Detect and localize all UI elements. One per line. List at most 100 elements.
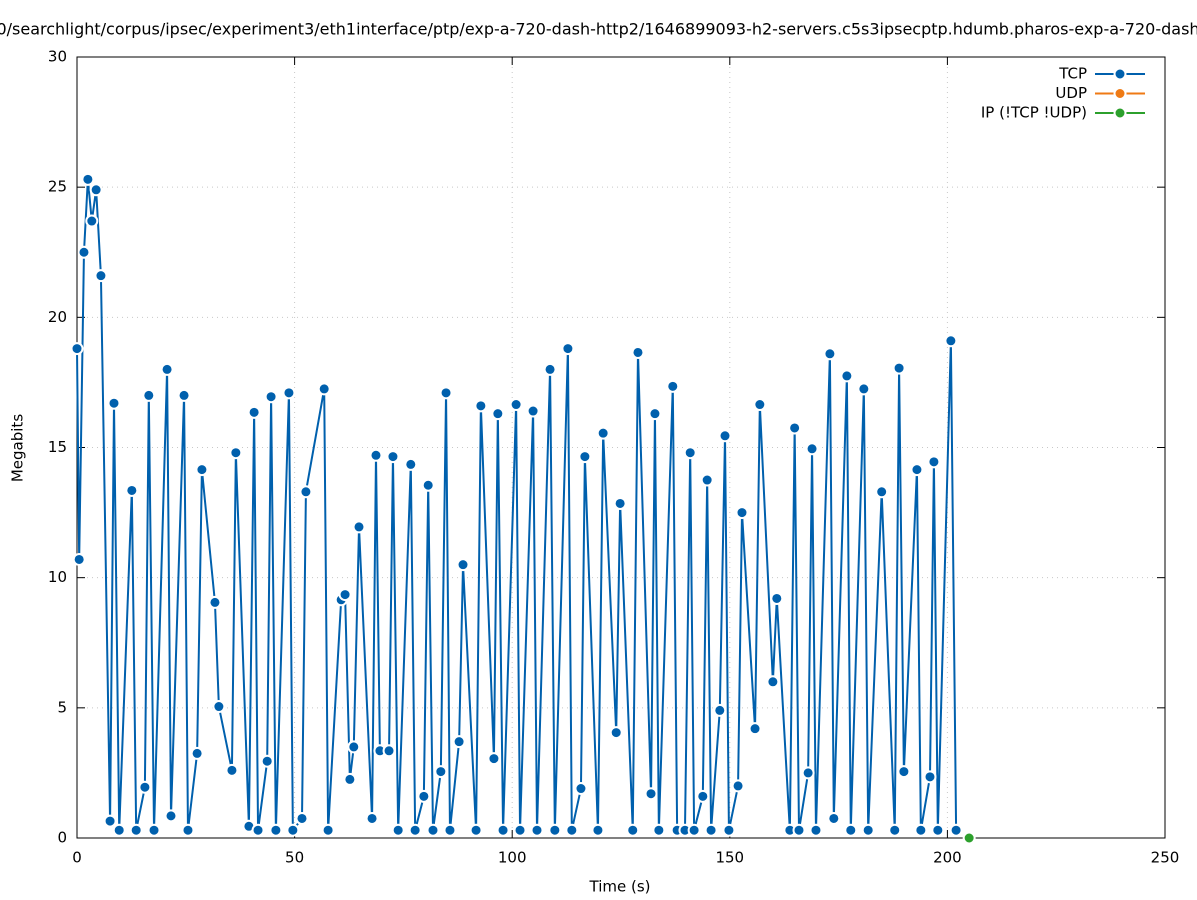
data-point (89, 183, 103, 197)
data-point (704, 823, 718, 837)
data-point (343, 772, 357, 786)
data-point (94, 269, 108, 283)
data-point (626, 823, 640, 837)
data-point (225, 763, 239, 777)
data-point (160, 362, 174, 376)
data-point (164, 809, 178, 823)
data-point (208, 595, 222, 609)
data-point (417, 789, 431, 803)
x-tick-label: 100 (498, 849, 527, 867)
data-point (596, 426, 610, 440)
data-point (299, 485, 313, 499)
data-point (700, 473, 714, 487)
data-point (229, 446, 243, 460)
data-point (944, 334, 958, 348)
data-point (962, 831, 976, 845)
data-point (247, 405, 261, 419)
y-tick-label: 25 (48, 178, 67, 196)
data-point (138, 780, 152, 794)
data-point (644, 787, 658, 801)
data-point (722, 823, 736, 837)
data-point (530, 823, 544, 837)
data-point (666, 379, 680, 393)
x-tick-label: 50 (285, 849, 304, 867)
data-point (129, 823, 143, 837)
data-point (914, 823, 928, 837)
y-tick-label: 0 (57, 829, 67, 847)
data-point (931, 823, 945, 837)
data-point (792, 823, 806, 837)
data-point (77, 245, 91, 259)
data-point (264, 390, 278, 404)
data-point (696, 789, 710, 803)
y-tick-label: 20 (48, 308, 67, 326)
legend-swatch (1113, 87, 1127, 100)
data-point (735, 506, 749, 520)
data-point (578, 450, 592, 464)
data-point (260, 754, 274, 768)
plot-border (76, 56, 1166, 839)
data-point (748, 722, 762, 736)
data-point (474, 399, 488, 413)
data-point (857, 382, 871, 396)
data-point (112, 823, 126, 837)
data-point (491, 407, 505, 421)
data-point (753, 398, 767, 412)
x-tick-label: 250 (1151, 849, 1180, 867)
data-point (369, 448, 383, 462)
y-tick-label: 30 (48, 48, 67, 66)
data-point (788, 421, 802, 435)
data-point (391, 823, 405, 837)
data-point (70, 342, 84, 356)
data-point (496, 823, 510, 837)
data-point (949, 823, 963, 837)
data-point (338, 588, 352, 602)
y-tick-label: 15 (48, 438, 67, 456)
data-point (827, 811, 841, 825)
data-point (801, 766, 815, 780)
data-point (295, 811, 309, 825)
data-point (147, 823, 161, 837)
data-point (404, 457, 418, 471)
data-point (731, 779, 745, 793)
x-tick-label: 150 (715, 849, 744, 867)
legend-label: UDP (1055, 84, 1087, 102)
data-point (352, 520, 366, 534)
data-point (251, 823, 265, 837)
data-point (434, 765, 448, 779)
data-point (181, 823, 195, 837)
data-point (840, 369, 854, 383)
series-line (76, 179, 958, 834)
x-tick-label: 200 (933, 849, 962, 867)
y-axis-label: Megabits (9, 414, 27, 482)
data-point (452, 735, 466, 749)
data-point (683, 446, 697, 460)
data-point (648, 407, 662, 421)
data-point (591, 823, 605, 837)
data-point (382, 744, 396, 758)
data-point (892, 361, 906, 375)
data-point (386, 450, 400, 464)
data-point (574, 782, 588, 796)
data-point (766, 675, 780, 689)
x-tick-label: 0 (72, 849, 82, 867)
data-point (770, 591, 784, 605)
data-point (861, 823, 875, 837)
data-point (212, 700, 226, 714)
data-point (107, 396, 121, 410)
data-point (103, 814, 117, 828)
y-tick-label: 5 (57, 698, 67, 716)
data-point (631, 345, 645, 359)
data-point (177, 388, 191, 402)
data-point (613, 496, 627, 510)
data-point (526, 404, 540, 418)
data-point (408, 823, 422, 837)
data-point (443, 823, 457, 837)
data-point (823, 347, 837, 361)
data-point (365, 811, 379, 825)
data-point (910, 463, 924, 477)
data-point (269, 823, 283, 837)
data-point (897, 765, 911, 779)
data-point (81, 172, 95, 186)
